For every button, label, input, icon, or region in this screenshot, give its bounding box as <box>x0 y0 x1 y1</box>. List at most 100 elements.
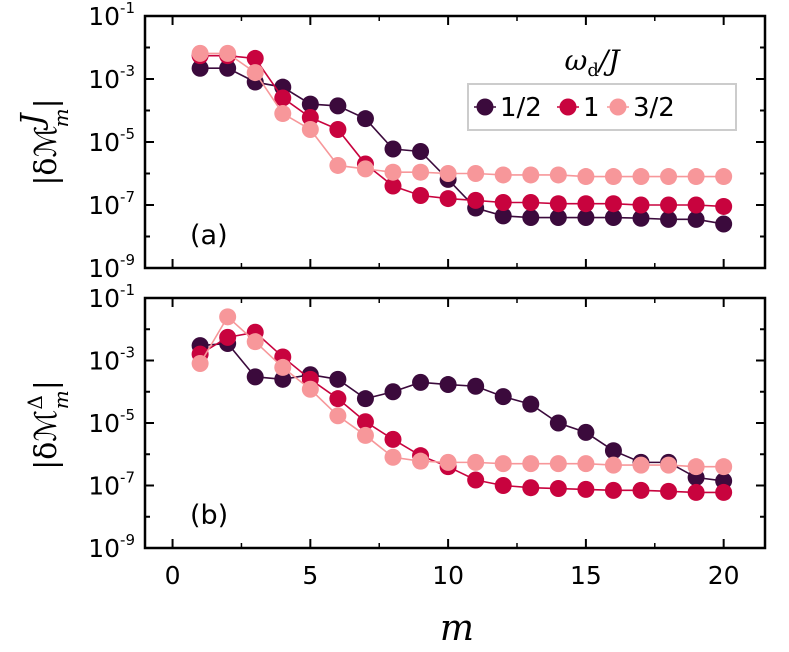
data-point <box>660 168 678 186</box>
data-point <box>522 479 540 497</box>
panel-label: (a) <box>190 220 228 251</box>
data-point <box>522 395 540 413</box>
data-point <box>660 482 678 500</box>
data-point <box>577 168 595 186</box>
data-point <box>604 442 622 460</box>
legend-box <box>467 83 737 131</box>
x-tick-label: 20 <box>708 561 740 590</box>
data-point <box>549 455 567 473</box>
data-point <box>604 209 622 227</box>
data-point <box>301 95 319 113</box>
data-point <box>687 210 705 228</box>
data-point <box>549 209 567 227</box>
data-point <box>439 453 457 471</box>
data-point <box>246 368 264 386</box>
data-point <box>687 196 705 214</box>
data-point <box>687 168 705 186</box>
panel-label: (b) <box>190 500 228 531</box>
legend-item-1-2: 1/2 <box>474 93 542 123</box>
data-point <box>494 207 512 225</box>
data-point <box>632 196 650 214</box>
y-tick-label: 10-5 <box>88 125 135 157</box>
data-point <box>687 483 705 501</box>
x-tick-label: 5 <box>302 561 318 590</box>
data-point <box>439 165 457 182</box>
y-axis-label-a: |δℳJm| <box>15 98 73 185</box>
series-1-panel-1 <box>191 323 733 501</box>
data-point <box>494 166 512 184</box>
data-point <box>715 168 733 186</box>
x-axis-title: m <box>440 608 474 649</box>
data-point <box>384 163 402 181</box>
data-point <box>467 191 485 209</box>
data-point <box>246 49 264 67</box>
data-point <box>329 407 347 425</box>
data-point <box>715 483 733 501</box>
legend-title: ωd/J <box>564 44 621 81</box>
y-axis-label-b-superscript: Δ <box>23 395 47 409</box>
data-point <box>522 166 540 184</box>
data-point <box>356 426 374 444</box>
y-tick-label: 10-9 <box>88 251 135 283</box>
data-point <box>687 458 705 476</box>
data-point <box>660 456 678 474</box>
data-point <box>219 308 237 326</box>
data-point <box>577 423 595 441</box>
x-tick-label: 10 <box>432 561 464 590</box>
data-point <box>522 194 540 212</box>
data-point <box>356 390 374 408</box>
data-point <box>715 458 733 476</box>
data-point <box>356 413 374 431</box>
y-tick-label: 10-1 <box>88 0 135 31</box>
data-point <box>467 377 485 395</box>
data-point <box>219 59 237 77</box>
data-point <box>604 168 622 186</box>
data-point <box>301 120 319 138</box>
data-point <box>384 383 402 401</box>
data-point <box>191 355 209 373</box>
data-point <box>412 142 430 160</box>
data-point <box>549 195 567 213</box>
svg-text:|δℳJm|: |δℳJm| <box>15 98 73 185</box>
data-point <box>632 456 650 474</box>
series-3-2-panel-0 <box>191 44 733 186</box>
data-point <box>384 140 402 158</box>
x-tick-label: 0 <box>165 561 181 590</box>
panel-a: 10-9 10-7 10-5 10-3 10-1 (a) <box>88 0 767 283</box>
data-point <box>329 120 347 138</box>
data-point <box>301 108 319 126</box>
data-point <box>632 209 650 227</box>
data-point <box>715 197 733 215</box>
panel-b: 0 5 10 15 20 10-9 10-7 10-5 10-3 10-1 (b) <box>88 281 767 590</box>
y-tick-label: 10-9 <box>88 531 135 563</box>
data-point <box>522 209 540 227</box>
data-point <box>549 414 567 432</box>
data-point <box>604 481 622 499</box>
data-point <box>412 187 430 205</box>
plot-frame <box>143 14 767 270</box>
ticks-1: 0 5 10 15 20 10-9 10-7 10-5 10-3 10-1 <box>88 281 765 590</box>
data-point <box>467 471 485 489</box>
data-point <box>219 328 237 346</box>
data-point <box>439 190 457 208</box>
data-point <box>522 455 540 473</box>
series-1-panel-0 <box>191 47 733 215</box>
legend-item-1: 1 <box>557 93 600 123</box>
data-point <box>715 215 733 233</box>
series-3-2-panel-1 <box>191 308 733 476</box>
legend-label: 3/2 <box>633 93 675 123</box>
data-point <box>329 156 347 174</box>
data-point <box>384 430 402 448</box>
legend-item-3-2: 3/2 <box>607 93 675 123</box>
legend: ωd/J 1/2 1 3/2 <box>467 44 737 131</box>
data-point <box>274 105 292 123</box>
data-point <box>660 210 678 228</box>
data-point <box>494 477 512 494</box>
data-point <box>301 380 319 398</box>
legend-marker <box>476 98 494 116</box>
y-axis-label-b: |δℳΔ m| <box>23 380 73 470</box>
data-point <box>577 455 595 473</box>
y-tick-label: 10-5 <box>88 406 135 438</box>
data-point <box>329 97 347 115</box>
